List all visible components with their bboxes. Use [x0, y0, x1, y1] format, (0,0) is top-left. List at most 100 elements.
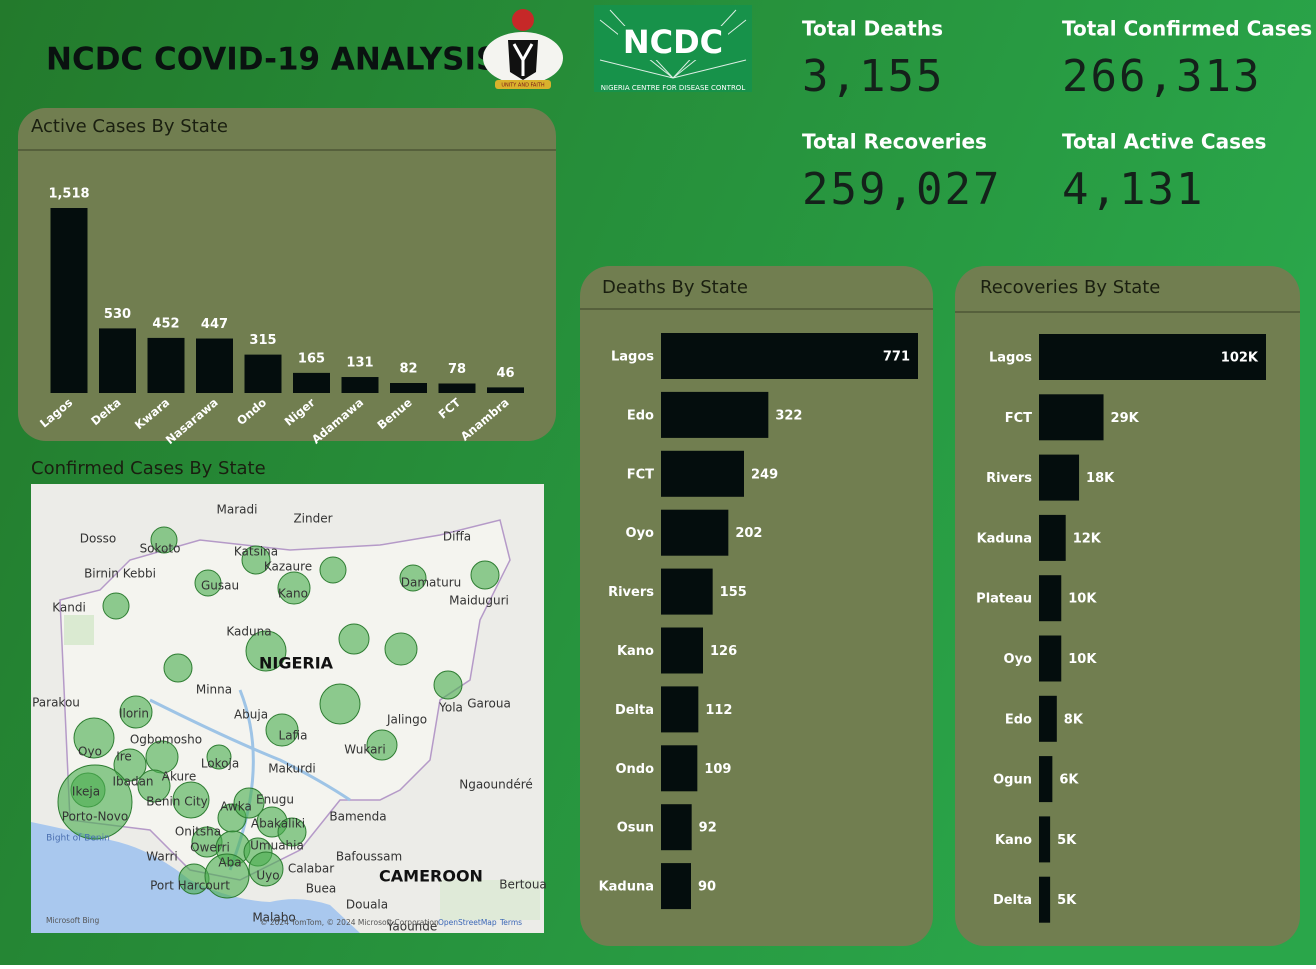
map-label: Porto-Novo: [62, 810, 128, 824]
bar: [1039, 394, 1104, 441]
bar: [50, 208, 88, 393]
data-label: 12K: [1073, 531, 1102, 546]
map-label: Diffa: [443, 530, 471, 544]
map-bubble: [194, 569, 222, 597]
map: [31, 484, 544, 933]
data-label: 6K: [1059, 773, 1079, 788]
kpi-label: Total Deaths: [802, 17, 943, 41]
map-label: Ilorin: [119, 707, 149, 721]
y-tick-label: Kano: [617, 644, 654, 659]
y-tick-label: Plateau: [976, 592, 1032, 607]
bar: [661, 804, 692, 851]
map-label: Umuahia: [250, 839, 304, 853]
data-label: 1,518: [48, 187, 89, 202]
map-bubble: [137, 769, 171, 803]
emblem-motto: UNITY AND FAITH: [501, 83, 545, 89]
y-tick-label: Delta: [993, 893, 1032, 908]
bar: [1039, 876, 1051, 923]
map-label: Douala: [346, 898, 388, 912]
data-label: 82: [399, 362, 417, 377]
bar: [1039, 635, 1062, 682]
bar: [390, 383, 427, 393]
y-tick-label: Lagos: [989, 351, 1032, 366]
map-label: Dosso: [80, 532, 116, 546]
map-label: Katsina: [234, 545, 278, 559]
data-label: 5K: [1057, 893, 1077, 908]
data-label: 249: [751, 467, 778, 482]
map-label: Sokoto: [140, 542, 181, 556]
y-tick-label: Edo: [1005, 712, 1032, 727]
logo-text: NCDC: [623, 23, 723, 61]
map-bubble: [163, 653, 193, 683]
data-label: 202: [735, 526, 762, 541]
data-label: 109: [704, 762, 731, 777]
map-bubble: [319, 683, 361, 725]
map-label: Garoua: [467, 697, 511, 711]
bar: [487, 387, 524, 393]
bar: [1039, 334, 1266, 380]
data-label: 126: [710, 644, 737, 659]
data-label: 10K: [1068, 592, 1097, 607]
y-tick-label: Delta: [615, 703, 654, 718]
data-label: 112: [705, 703, 732, 718]
map-bubble: [319, 556, 347, 584]
data-label: 92: [699, 821, 717, 836]
data-label: 155: [720, 585, 747, 600]
map-bubble: [119, 695, 153, 729]
bar: [661, 745, 698, 792]
map-label: Abakaliki: [251, 817, 305, 831]
bar: [1039, 514, 1066, 561]
data-label: 46: [496, 366, 514, 381]
map-attribution: OpenStreetMap: [438, 918, 497, 927]
map-label: Maiduguri: [449, 594, 509, 608]
y-tick-label: FCT: [627, 467, 654, 482]
map-label: Bafoussam: [336, 850, 402, 864]
map-label: Malabo: [252, 911, 295, 925]
map-bubble: [399, 564, 427, 592]
kpi-value: 259,027: [802, 164, 1001, 215]
data-label: 322: [775, 408, 802, 423]
y-tick-label: Oyo: [626, 526, 655, 541]
map-label: Calabar: [288, 862, 334, 876]
map-label: Bertoua: [499, 878, 547, 892]
map-label: Parakou: [32, 696, 80, 710]
map-label: Bight of Benin: [46, 834, 110, 844]
chart-title: Recoveries By State: [980, 277, 1160, 298]
y-tick-label: Rivers: [608, 585, 654, 600]
data-label: 29K: [1111, 411, 1140, 426]
map-label: Yaounde: [386, 920, 438, 934]
map-label: Kazaure: [264, 560, 312, 574]
bar: [147, 337, 185, 393]
data-label: 102K: [1221, 351, 1259, 366]
y-tick-label: Ondo: [615, 762, 654, 777]
map-label: NIGERIA: [259, 654, 334, 673]
map-bubble: [172, 781, 210, 819]
map-label: Gusau: [201, 579, 239, 593]
data-label: 771: [883, 350, 910, 365]
map-bubble: [102, 592, 130, 620]
bar: [661, 509, 729, 556]
bar: [1039, 575, 1062, 622]
kpi-value: 266,313: [1062, 51, 1261, 102]
data-label: 78: [448, 362, 466, 377]
bar: [661, 333, 918, 379]
map-bubble: [206, 744, 232, 770]
bar: [661, 686, 699, 733]
map-label: Awka: [220, 800, 252, 814]
map-label: Birnin Kebbi: [84, 567, 156, 581]
map-label: Ogbomosho: [130, 733, 202, 747]
y-tick-label: Kaduna: [599, 880, 654, 895]
map-label: Abuja: [234, 708, 268, 722]
kpi-value: 4,131: [1062, 164, 1204, 215]
map-bubble: [277, 571, 311, 605]
data-label: 90: [698, 880, 716, 895]
map-bubble: [57, 764, 133, 840]
map-bubble: [241, 545, 271, 575]
map-label: Kaduna: [226, 625, 271, 639]
map-label: Uyo: [256, 869, 279, 883]
map-label: Damaturu: [401, 576, 462, 590]
map-attribution: Terms: [499, 918, 522, 927]
data-label: 131: [346, 356, 373, 371]
map-label: Wukari: [344, 743, 385, 757]
